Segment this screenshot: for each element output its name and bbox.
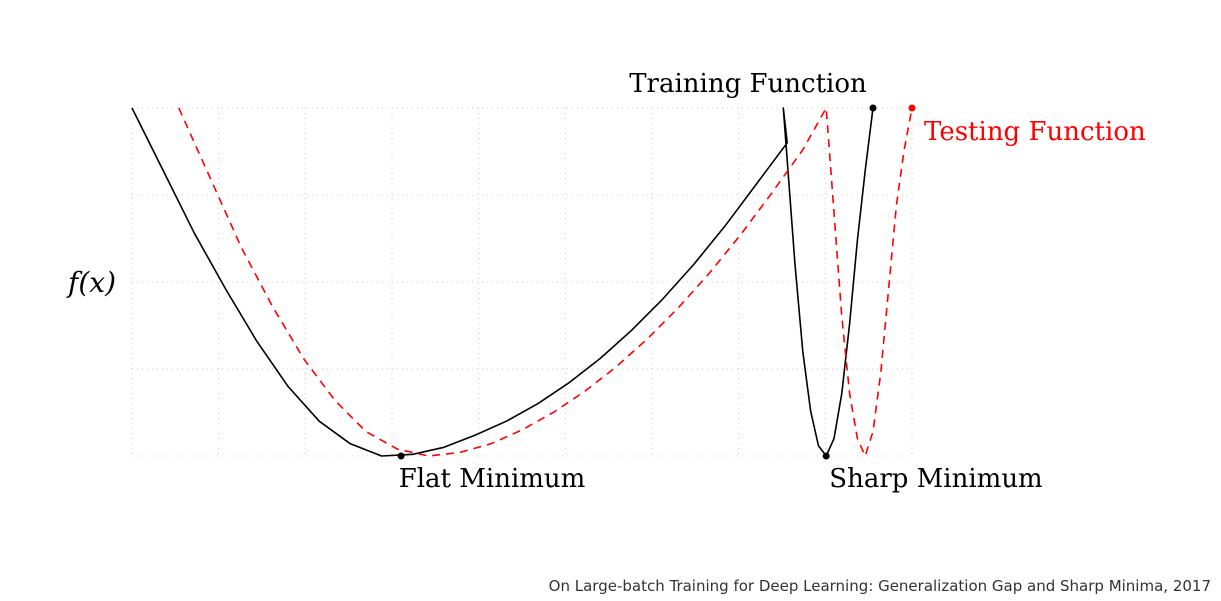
marker-point-0 — [397, 452, 405, 460]
chart-grid — [131, 107, 913, 457]
marker-point-3 — [908, 104, 916, 112]
citation-caption: On Large-batch Training for Deep Learnin… — [548, 577, 1211, 595]
series-line-testing-function — [178, 107, 913, 457]
marker-point-2 — [869, 104, 877, 112]
y-axis-label: f(x) — [66, 266, 116, 299]
chart-markers — [397, 104, 916, 460]
series-line-training-function — [131, 107, 874, 457]
annotation-sharp-minimum: Sharp Minimum — [829, 464, 1042, 494]
marker-point-1 — [822, 452, 830, 460]
annotation-flat-minimum: Flat Minimum — [399, 464, 586, 494]
annotation-testing-function: Testing Function — [924, 117, 1146, 147]
chart-curves — [131, 107, 913, 457]
annotation-training-function: Training Function — [629, 69, 867, 99]
